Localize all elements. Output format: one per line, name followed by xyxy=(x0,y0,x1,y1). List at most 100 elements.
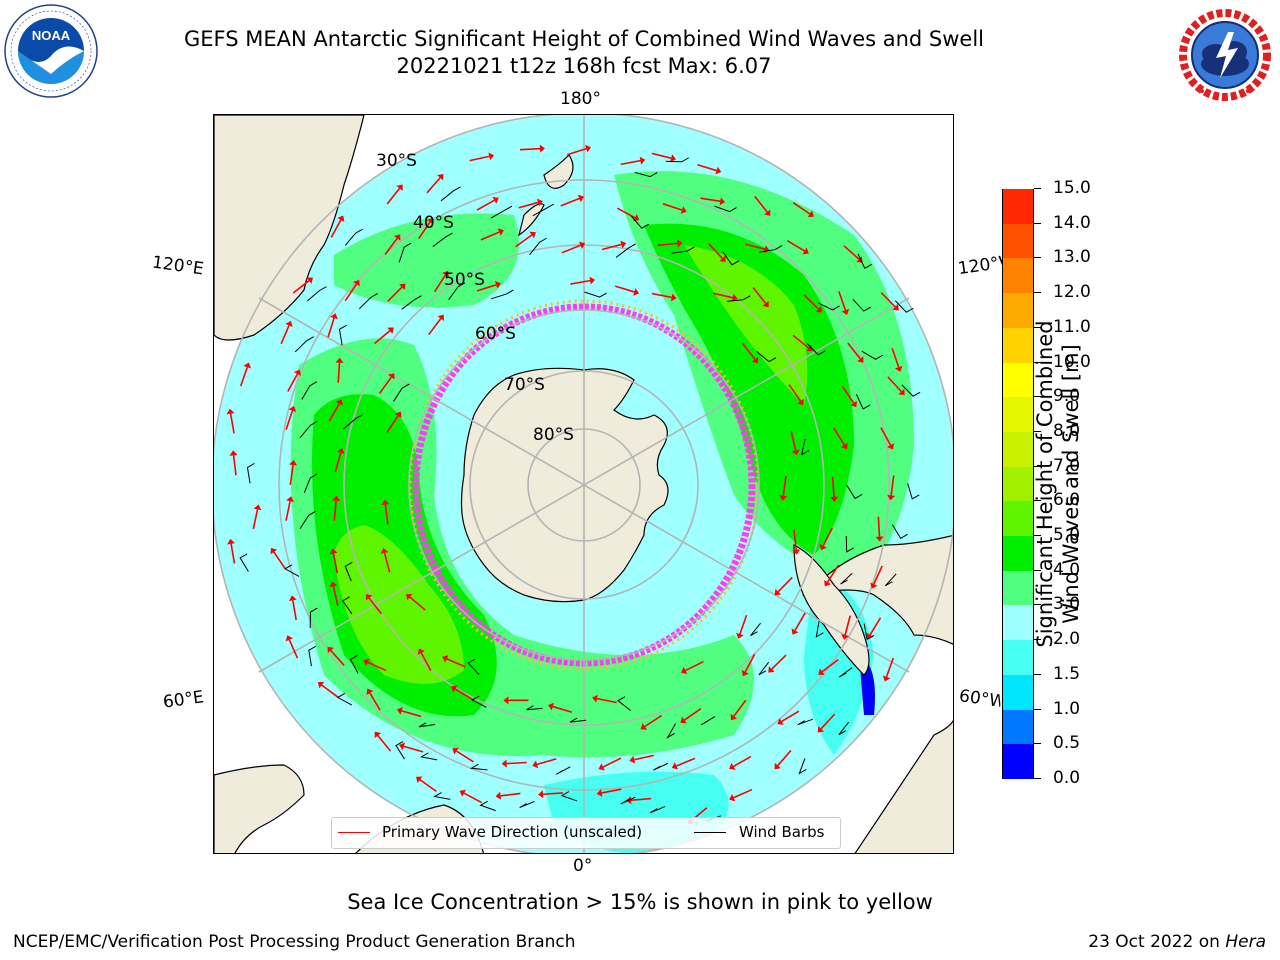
wave-arrow xyxy=(469,155,490,162)
wave-arrow xyxy=(745,243,765,250)
chart-subtitle: 20221021 t12z 168h fcst Max: 6.07 xyxy=(396,54,772,78)
wind-barb xyxy=(395,741,405,760)
colorbar-tick-mark xyxy=(1034,257,1041,259)
colorbar-tick-mark xyxy=(1034,778,1041,779)
lon-label-60e: 60°E xyxy=(161,687,206,713)
colorbar-tick-label: 1.5 xyxy=(1053,663,1081,684)
wave-arrow-head xyxy=(741,669,749,677)
colorbar-tick-mark xyxy=(1034,188,1041,189)
wind-barb xyxy=(817,302,840,311)
wave-arrow-head xyxy=(815,306,823,313)
wave-arrow xyxy=(614,285,635,293)
wind-barb xyxy=(806,343,826,356)
wave-arrow xyxy=(885,657,895,678)
wave-arrow-head xyxy=(807,210,814,218)
lat-label-60s: 60°S xyxy=(475,324,516,344)
wave-arrow xyxy=(542,792,564,796)
wave-arrow xyxy=(777,749,792,767)
colorbar-tick-mark xyxy=(1034,604,1041,606)
sea-ice-edge-outer xyxy=(408,299,760,671)
wave-arrow-head xyxy=(774,762,781,770)
wind-barb xyxy=(846,484,863,500)
lon-label-120w: 120°W xyxy=(956,252,1005,280)
wave-arrow-head xyxy=(671,762,678,770)
wind-barb xyxy=(901,384,921,397)
wind-barb xyxy=(758,661,770,676)
wind-barb-swatch xyxy=(694,832,726,833)
wave-arrow-head xyxy=(270,547,278,555)
colorbar-tick-mark xyxy=(1034,639,1041,641)
wind-barb xyxy=(343,414,363,430)
wave-arrow xyxy=(330,649,345,666)
wave-arrow xyxy=(708,243,723,259)
wind-barb xyxy=(467,658,480,676)
wave-arrow xyxy=(506,761,527,765)
wave-arrow xyxy=(596,697,617,704)
wind-barb xyxy=(560,791,578,802)
wave-arrow-head xyxy=(840,442,848,450)
wave-arrow xyxy=(337,362,341,383)
wave-arrow xyxy=(794,612,806,631)
wave-arrow xyxy=(822,527,833,547)
wave-arrow-head xyxy=(327,646,334,654)
wave-arrow-head xyxy=(399,742,405,751)
colorbar-tick-label: 13.0 xyxy=(1053,247,1091,268)
wave-arrow xyxy=(869,617,882,636)
wave-arrow xyxy=(891,347,900,368)
wave-arrow-head xyxy=(680,716,687,724)
wave-arrow xyxy=(456,750,474,763)
colorbar-segment xyxy=(1003,743,1033,779)
wind-barb xyxy=(309,607,318,629)
wave-arrow-head xyxy=(335,357,344,363)
wave-arrow xyxy=(566,147,587,156)
wave-arrow-head xyxy=(791,449,800,456)
wave-arrow-head xyxy=(442,270,449,278)
colorbar-tick-label: 8.0 xyxy=(1053,420,1081,441)
colorbar-tick-label: 7.0 xyxy=(1053,455,1081,476)
wind-barb xyxy=(839,667,853,678)
wave-arrow xyxy=(873,565,883,585)
wave-arrow xyxy=(383,552,391,573)
colorbar-tick-mark xyxy=(1034,326,1041,328)
colorbar-tick-mark xyxy=(1034,708,1041,710)
colorbar-segment xyxy=(1003,639,1033,675)
noaa-logo: NOAA xyxy=(4,4,98,98)
colorbar-tick-mark xyxy=(1034,569,1041,571)
wave-arrow xyxy=(433,274,447,293)
wind-barb xyxy=(393,383,410,402)
wave-arrow xyxy=(790,430,797,451)
wind-barb xyxy=(344,561,353,582)
wave-arrow-head xyxy=(857,356,864,363)
wave-arrow-head xyxy=(426,217,434,225)
wind-barb xyxy=(840,572,853,585)
wave-arrow xyxy=(332,553,339,574)
wave-arrow-head xyxy=(802,247,809,255)
wave-arrow-head xyxy=(677,239,683,248)
wave-arrow-head xyxy=(620,240,627,249)
wave-arrow xyxy=(821,658,839,673)
wave-arrow-head xyxy=(380,548,389,555)
wind-barb xyxy=(299,420,318,438)
wave-arrow-head xyxy=(818,668,825,675)
wind-barb xyxy=(838,721,850,736)
wave-arrow xyxy=(327,317,335,338)
wind-barb xyxy=(338,324,347,346)
wave-arrow-head xyxy=(870,582,878,589)
wave-arrow xyxy=(651,152,672,159)
wind-barb xyxy=(845,535,854,553)
wave-arrow-head xyxy=(227,538,236,545)
colorbar-segment xyxy=(1003,327,1033,363)
wind-barb xyxy=(852,299,872,312)
wave-arrow-head xyxy=(719,255,726,263)
wind-barb xyxy=(759,245,783,253)
wave-arrow xyxy=(252,509,259,530)
wind-barb xyxy=(884,573,897,587)
wave-arrow-head xyxy=(286,496,295,502)
wind-barb xyxy=(727,295,751,302)
wave-arrow xyxy=(384,504,389,525)
wind-barb xyxy=(801,438,809,456)
colorbar-tick-mark xyxy=(1034,535,1041,537)
wind-barb xyxy=(440,186,461,202)
wind-barb xyxy=(401,295,422,310)
wave-arrow xyxy=(820,713,836,730)
